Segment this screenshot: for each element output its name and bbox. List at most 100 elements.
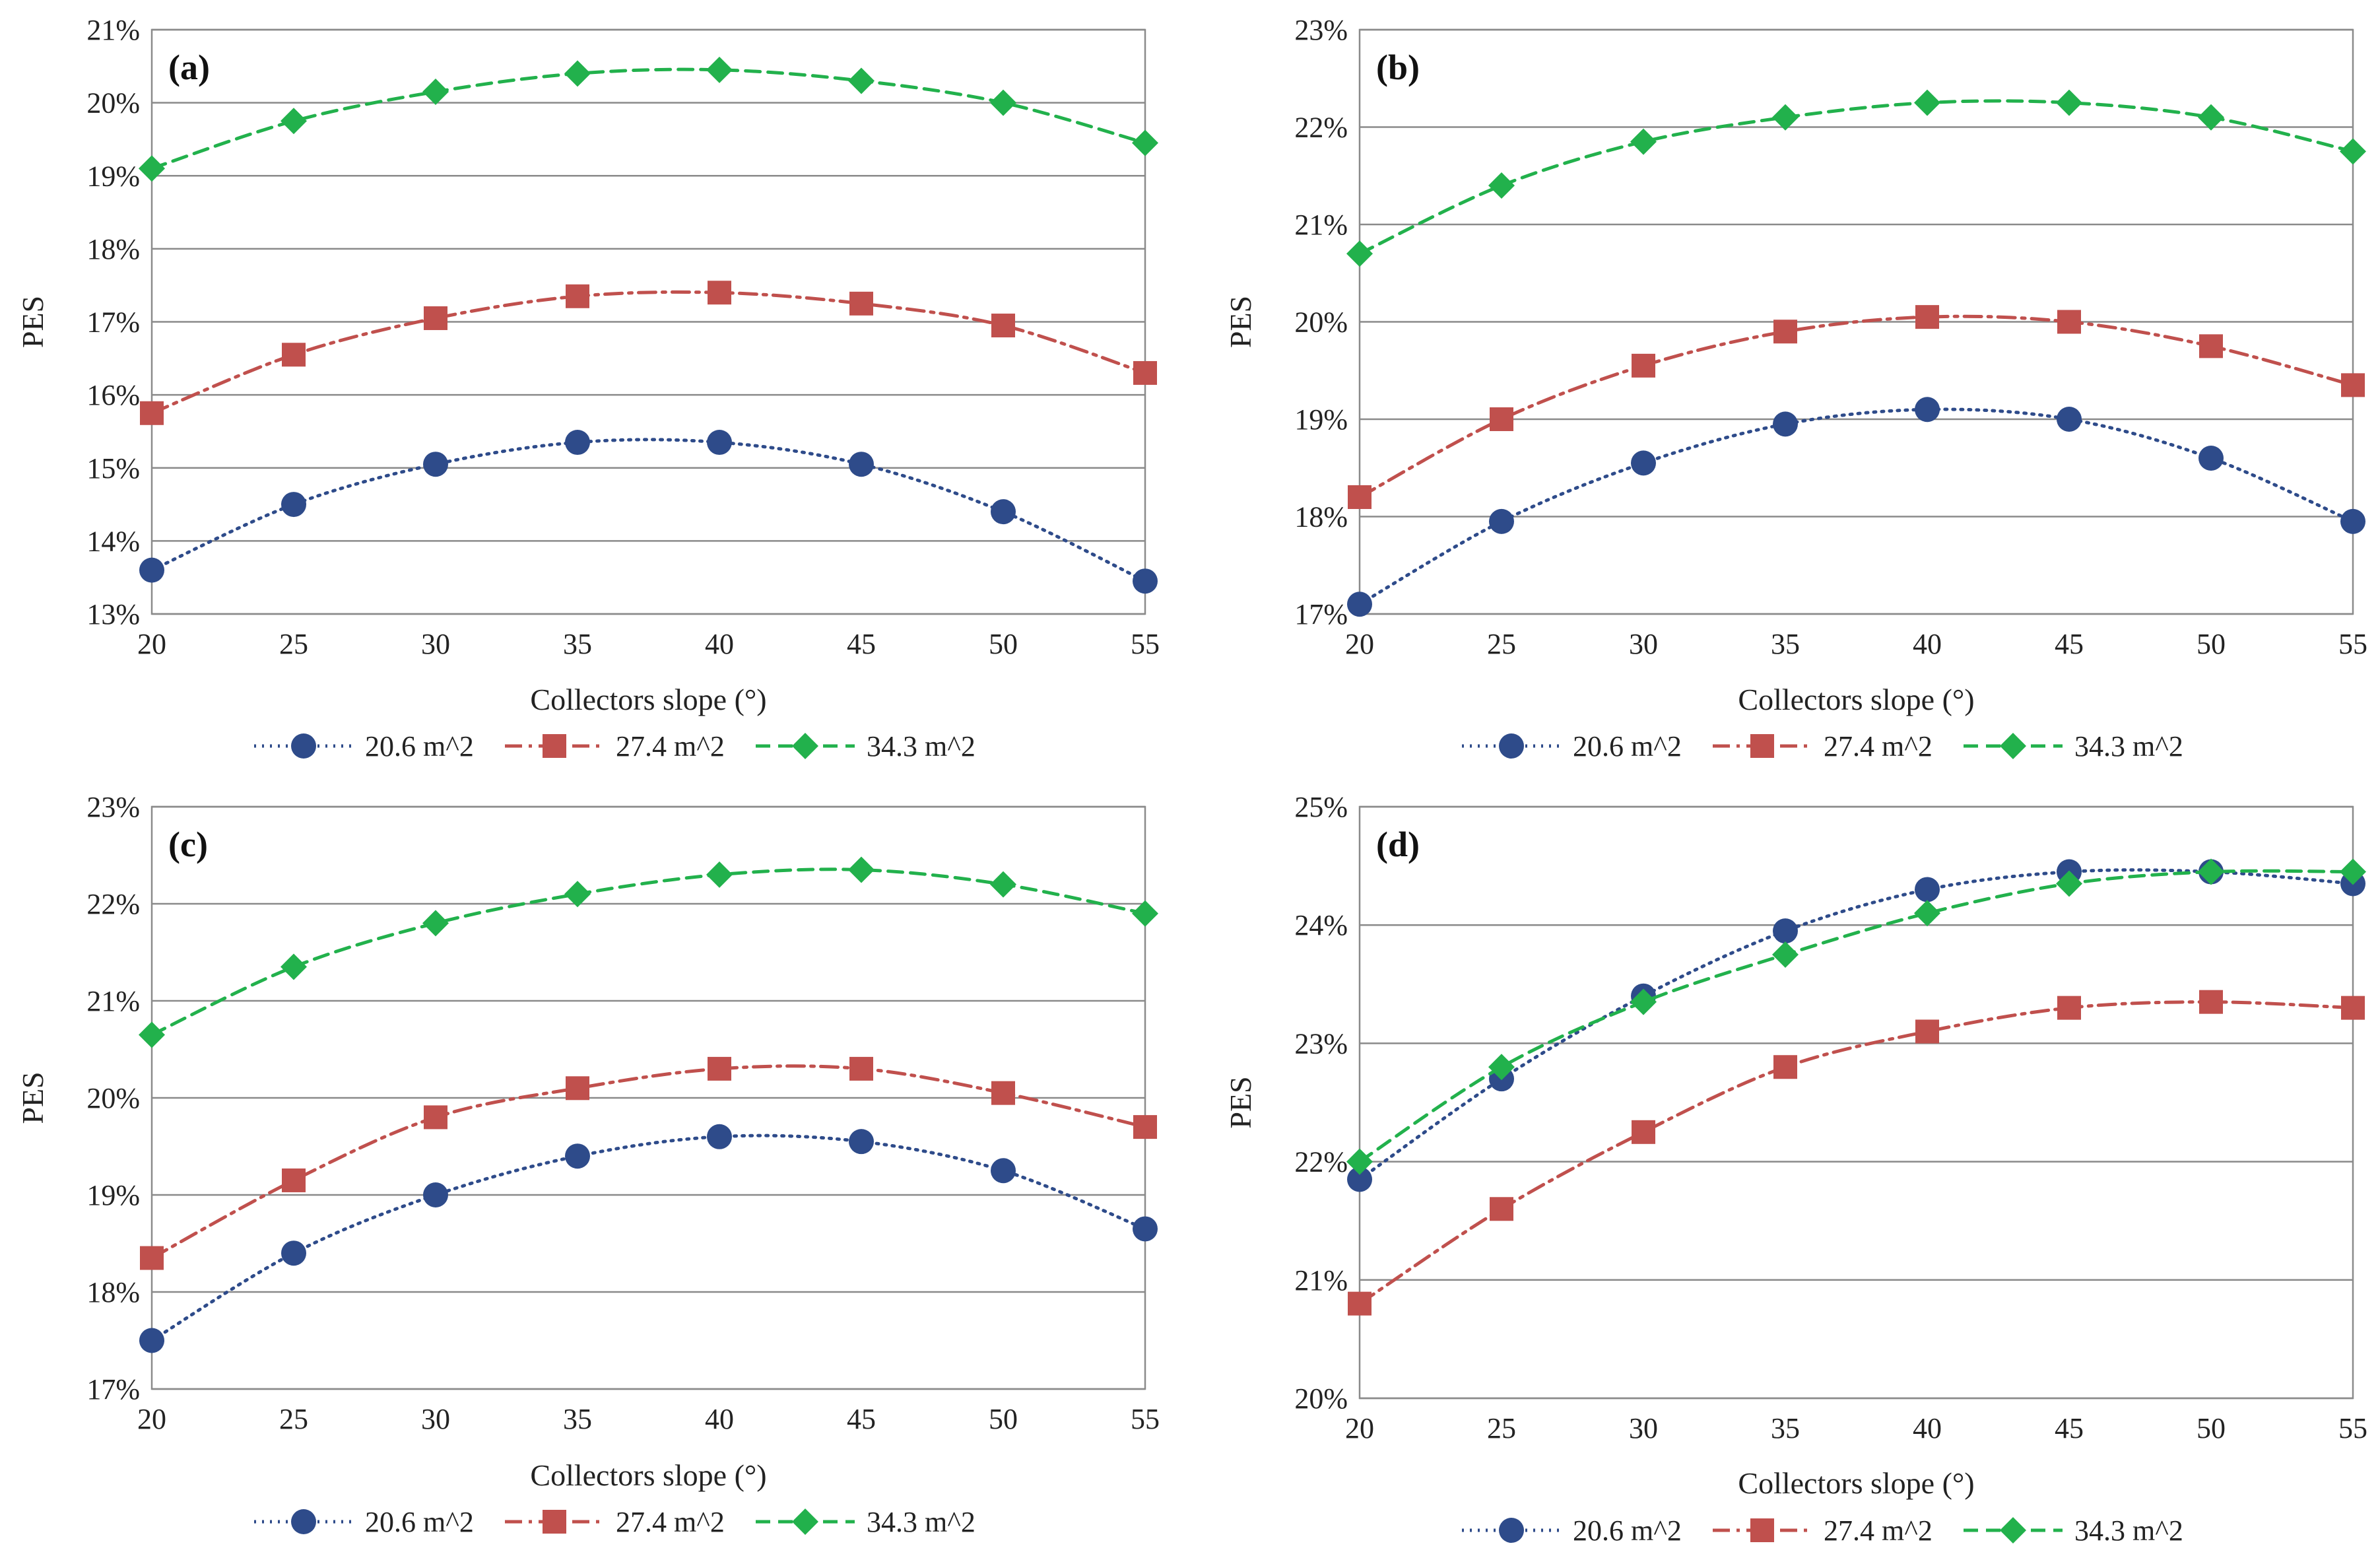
chart-panel: 13% 14% 15% 16% 17% 18% 19% 20% 21% 20 25 30 35 40 45 5… [16, 14, 1160, 763]
y-axis-title: PES [1224, 296, 1257, 348]
data-point [1348, 485, 1372, 509]
plot-area [150, 28, 1146, 615]
data-point [139, 1021, 165, 1048]
data-point [991, 1158, 1016, 1184]
data-point [564, 60, 591, 87]
data-point [423, 452, 448, 477]
x-tick-label: 40 [705, 628, 734, 660]
data-point [706, 56, 733, 83]
data-point [2199, 990, 2223, 1014]
y-tick-label: 15% [86, 452, 140, 485]
data-point [1132, 900, 1158, 927]
x-tick-label: 55 [1131, 628, 1160, 660]
data-point [708, 1056, 731, 1081]
plot-area [150, 805, 1146, 1390]
data-point [140, 401, 164, 425]
x-tick-label: 25 [279, 628, 308, 660]
x-tick-label: 30 [421, 628, 450, 660]
x-tick-label: 55 [2338, 1412, 2367, 1444]
data-point [2341, 996, 2365, 1020]
x-axis-title: Collectors slope (°) [1738, 683, 1974, 716]
x-axis-title: Collectors slope (°) [1738, 1466, 1974, 1500]
legend-marker [2000, 733, 2026, 759]
x-tick-label: 35 [1771, 1412, 1800, 1444]
data-point [1490, 1197, 1513, 1221]
data-point [1914, 89, 1940, 116]
plot-area [1358, 805, 2354, 1400]
series-line [150, 438, 1147, 583]
y-axis-title: PES [16, 1071, 50, 1124]
series-line [1358, 407, 2355, 606]
y-tick-label: 20% [1294, 306, 1348, 339]
legend-marker [2000, 1517, 2026, 1543]
data-point [2198, 104, 2224, 131]
legend-label: 27.4 m^2 [1824, 730, 1933, 763]
data-point [2198, 858, 2224, 885]
data-point [1632, 1120, 1655, 1144]
data-point [707, 430, 732, 456]
data-point [2057, 407, 2082, 432]
data-point [1133, 568, 1158, 594]
y-tick-label: 19% [86, 160, 140, 192]
x-tick-label: 30 [1629, 1412, 1658, 1444]
x-axis-title: Collectors slope (°) [530, 1458, 766, 1492]
data-point [2199, 334, 2223, 358]
data-point [1489, 508, 1514, 534]
data-point [281, 953, 307, 980]
data-point [422, 79, 449, 106]
y-tick-label: 24% [1294, 909, 1348, 941]
legend-marker [792, 733, 818, 759]
legend-label: 27.4 m^2 [1824, 1514, 1933, 1547]
legend-marker [792, 1509, 818, 1535]
chart-panel: 17% 18% 19% 20% 21% 22% 23% 20 25 30 35 40 45 50 55 Col… [1224, 14, 2367, 763]
legend-label: 27.4 m^2 [616, 730, 725, 763]
legend-label: 34.3 m^2 [867, 1506, 975, 1538]
x-tick-label: 50 [989, 628, 1018, 660]
data-point [1490, 407, 1513, 431]
data-point [1630, 988, 1657, 1015]
data-point [423, 1182, 448, 1207]
data-point [2341, 373, 2365, 397]
series-line [1358, 868, 2355, 1181]
data-point [1915, 305, 1939, 329]
panel-label: (a) [168, 48, 210, 87]
y-tick-label: 16% [86, 379, 140, 411]
data-point [991, 314, 1015, 338]
x-tick-label: 30 [1629, 628, 1658, 660]
data-point [2057, 310, 2081, 334]
data-point [1346, 240, 1373, 267]
data-point [1915, 1019, 1939, 1044]
y-tick-label: 18% [86, 233, 140, 265]
data-point [424, 1105, 447, 1130]
data-point [1133, 360, 1157, 385]
y-tick-label: 14% [86, 525, 140, 557]
x-tick-label: 25 [279, 1403, 308, 1435]
y-tick-label: 21% [1294, 209, 1348, 241]
data-point [565, 430, 590, 456]
x-tick-label: 45 [2055, 628, 2084, 660]
data-point [281, 492, 306, 518]
y-tick-label: 18% [86, 1276, 140, 1308]
data-point [1488, 172, 1515, 199]
data-point [848, 67, 875, 94]
x-tick-label: 40 [1913, 1412, 1942, 1444]
y-axis-title: PES [1224, 1076, 1257, 1128]
data-point [849, 291, 873, 316]
chart-panel: 20% 21% 22% 23% 24% 25% 20 25 30 35 40 45 50 55 Collec… [1224, 791, 2367, 1547]
data-point [1773, 320, 1797, 344]
data-point [1347, 592, 1372, 617]
data-point [1133, 1216, 1158, 1242]
data-point [991, 499, 1016, 525]
x-tick-label: 20 [1345, 628, 1374, 660]
x-tick-label: 40 [705, 1403, 734, 1435]
x-tick-label: 40 [1913, 628, 1942, 660]
legend-marker [1499, 733, 1524, 759]
series-line [150, 867, 1147, 1036]
data-point [849, 1129, 874, 1155]
y-axis-title: PES [16, 296, 50, 348]
series-line [150, 290, 1147, 415]
data-point [1772, 104, 1799, 131]
legend-label: 20.6 m^2 [1573, 730, 1682, 763]
series-line [1358, 99, 2355, 255]
